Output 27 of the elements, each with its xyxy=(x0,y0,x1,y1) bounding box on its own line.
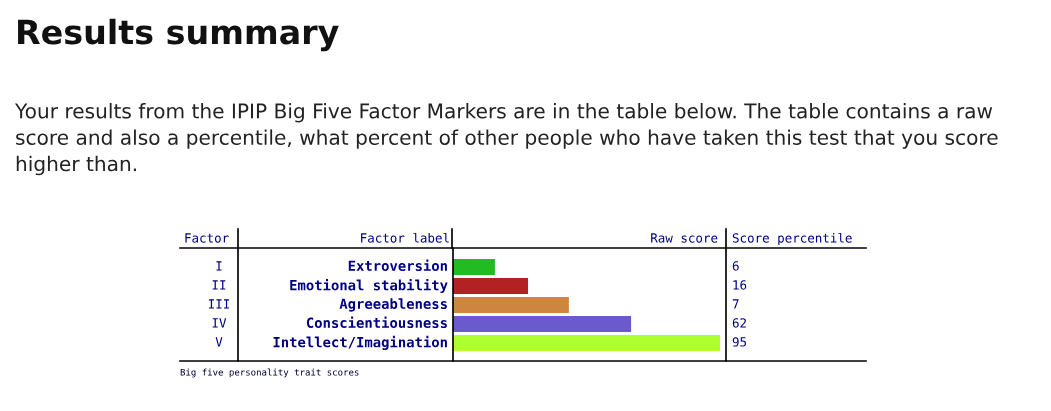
text: I xyxy=(216,261,222,271)
text: III xyxy=(208,299,230,309)
bar xyxy=(453,296,569,314)
y-tick-label: Extroversion xyxy=(348,259,447,272)
text: 7 xyxy=(732,299,739,309)
text: 6 xyxy=(732,261,739,271)
text: 16 xyxy=(733,280,747,290)
y-tick-label: Emotional stability xyxy=(290,278,448,294)
y-axis-title: Factor label xyxy=(361,232,449,243)
bar xyxy=(453,277,529,295)
text: Results summary xyxy=(18,18,339,52)
y-tick-label: Intellect/Imagination xyxy=(273,335,447,351)
bar xyxy=(453,258,495,276)
text: Score percentile xyxy=(732,232,852,246)
chart-subtitle: Your results from the IPIP Big Five Factor Markers are in the table below. The table contains a raw score and also a percentile, what percent of other people who have taken this test that you score higher than. xyxy=(14,103,998,176)
text: IV xyxy=(212,318,227,328)
y-tick-label: Agreeableness xyxy=(339,298,447,312)
text: Factor xyxy=(185,233,229,243)
bar xyxy=(453,315,632,333)
y-tick-label: Conscientiousness xyxy=(306,316,447,328)
text: II xyxy=(212,280,226,290)
bar xyxy=(453,334,720,352)
text: Big five personality trait scores xyxy=(180,368,359,378)
text: 62 xyxy=(732,318,746,328)
x-axis-title: Raw score xyxy=(651,233,718,243)
text: V xyxy=(215,337,223,347)
text: 95 xyxy=(732,337,747,347)
